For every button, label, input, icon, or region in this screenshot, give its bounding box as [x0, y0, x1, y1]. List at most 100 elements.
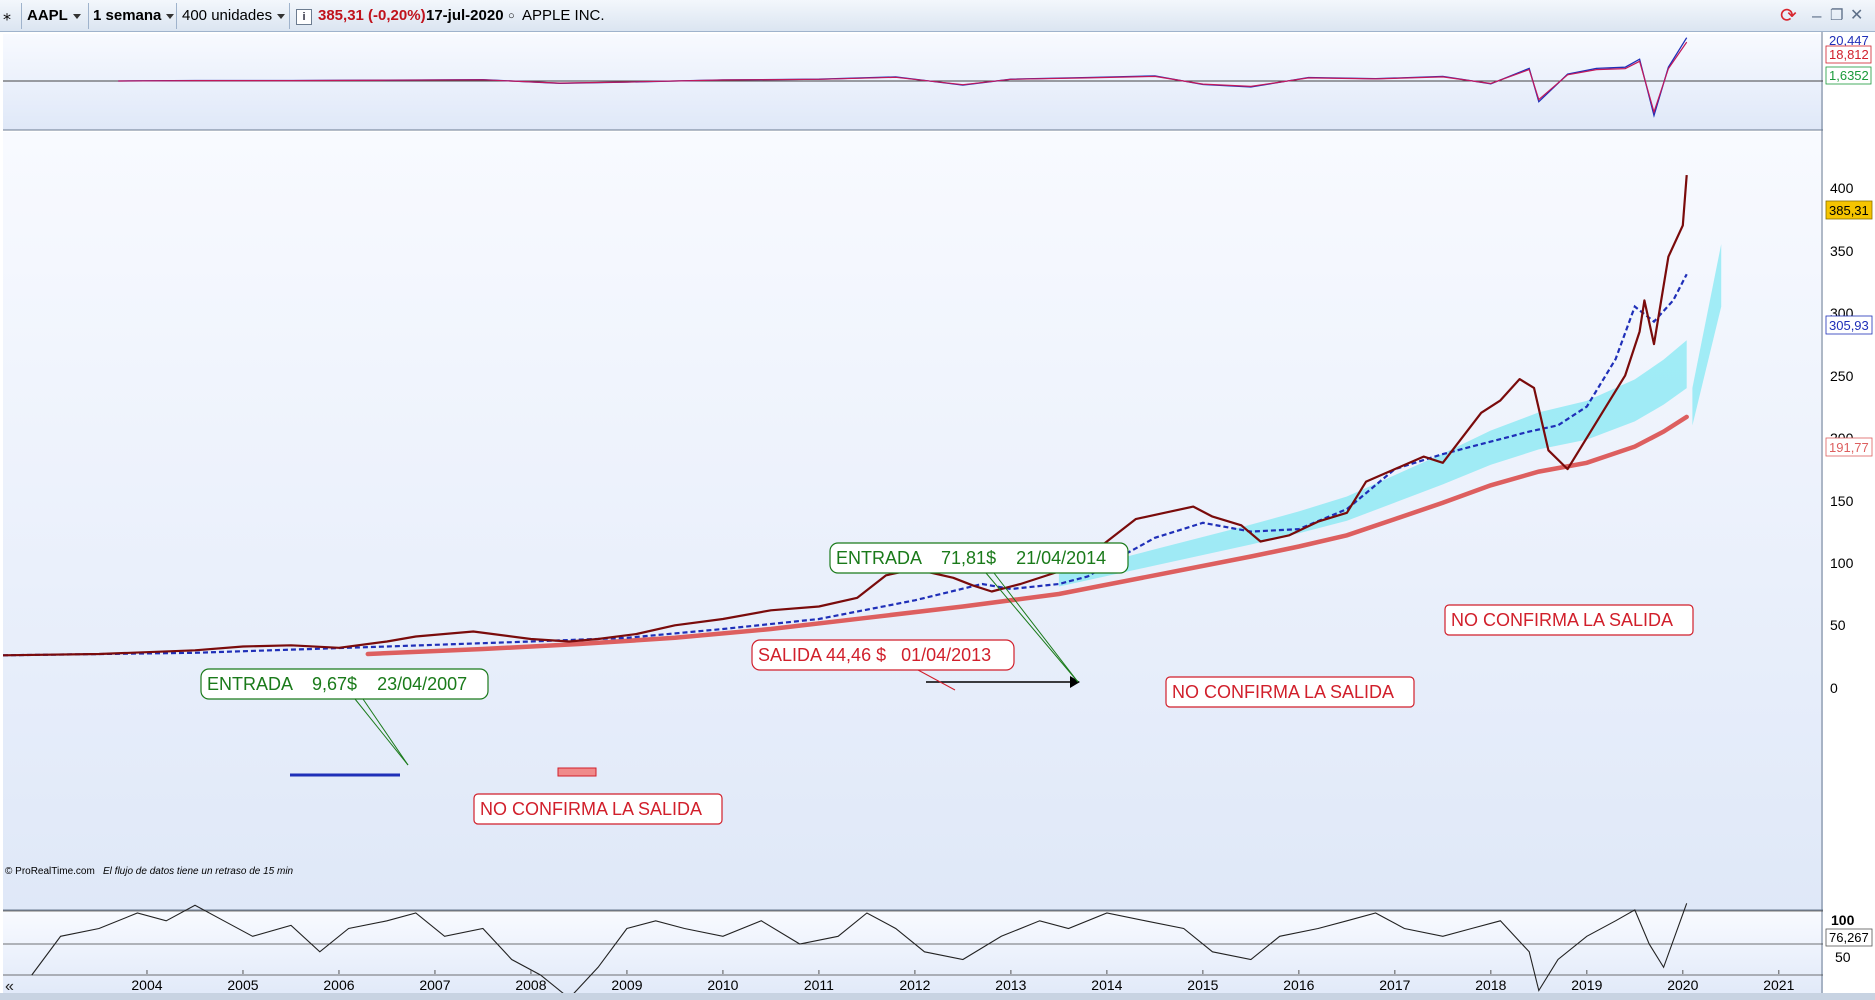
exit-marker-box — [557, 767, 597, 777]
series-layer — [2, 37, 1689, 1000]
data-delay-note: El flujo de datos tiene un retraso de 15… — [103, 866, 294, 877]
x-tick-label: 2017 — [1379, 977, 1410, 993]
timeframe-selector[interactable]: 1 semana — [93, 0, 175, 32]
x-tick-label: 2009 — [611, 977, 642, 993]
refresh-icon[interactable]: ⟳ — [1780, 5, 1797, 27]
annotations: ENTRADA 9,67$ 23/04/2007 NO CONFIRMA LA … — [200, 542, 1694, 825]
callout-pointer — [993, 572, 1079, 683]
arrow-head-icon — [1070, 676, 1080, 688]
toolbar-divider — [176, 3, 177, 29]
toolbar-divider — [289, 3, 290, 29]
chart-area: ENTRADA 9,67$ 23/04/2007 NO CONFIRMA LA … — [0, 32, 1875, 1000]
x-tick-label: 2021 — [1763, 977, 1794, 993]
units-label: 400 unidades — [182, 7, 273, 24]
scroll-left-icon[interactable]: « — [5, 978, 14, 995]
rsi-value-badge — [1825, 928, 1873, 947]
x-tick-label: 2007 — [419, 977, 450, 993]
signal-markers — [290, 676, 1080, 777]
no-exit-callout-box — [1165, 676, 1415, 708]
link-icon[interactable]: ⁎ — [3, 7, 11, 24]
macd-histogram-value: 1,6352 — [1829, 68, 1869, 83]
chevron-down-icon — [166, 13, 175, 19]
x-tick-label: 2019 — [1571, 977, 1602, 993]
callout-pointer — [985, 572, 1079, 683]
entry-callout-text: ENTRADA 71,81$ 21/04/2014 — [836, 548, 1106, 568]
ma-red-badge — [1825, 437, 1873, 457]
no-exit-callout-text: NO CONFIRMA LA SALIDA — [480, 799, 702, 819]
exit-callout-box — [751, 639, 1015, 671]
rsi-line — [31, 903, 1688, 1000]
x-axis: 2004 2005 2006 2007 2008 2009 2010 2011 2012 2013… — [131, 970, 1795, 993]
no-exit-callout-text: NO CONFIRMA LA SALIDA — [1451, 610, 1673, 630]
entry-callout-box — [200, 668, 489, 700]
bottom-scrollbar[interactable] — [0, 993, 1875, 1000]
rsi-value: 76,267 — [1829, 930, 1869, 945]
ma-red-line — [365, 414, 1689, 657]
x-tick-label: 2020 — [1667, 977, 1698, 993]
chevron-down-icon — [277, 13, 286, 19]
restore-icon[interactable]: ❐ — [1830, 7, 1844, 24]
price-tick: 150 — [1830, 493, 1854, 509]
x-tick-label: 2016 — [1283, 977, 1314, 993]
chevron-down-icon — [72, 13, 81, 19]
price-line — [2, 175, 1688, 657]
callout-pointer — [917, 669, 956, 691]
ma-blue-value: 305,93 — [1829, 318, 1869, 333]
price-tick: 250 — [1830, 368, 1854, 384]
price-tick: 350 — [1830, 243, 1854, 259]
exit-callout-text: SALIDA 44,46 $ 01/04/2013 — [758, 645, 991, 665]
ichimoku-cloud-projection — [1692, 244, 1722, 426]
x-tick-label: 2015 — [1187, 977, 1218, 993]
brand-note: © ProRealTime.com — [5, 866, 95, 877]
last-price-badge — [1825, 200, 1873, 220]
price-change: 385,31 (-0,20%) — [318, 7, 426, 24]
symbol-selector[interactable]: AAPL — [27, 0, 81, 32]
no-exit-callout-box — [473, 793, 723, 825]
callout-pointer — [362, 698, 409, 766]
x-tick-label: 2012 — [899, 977, 930, 993]
toolbar: ⁎ AAPL 1 semana 400 unidades i 385,31 (-… — [0, 0, 1875, 32]
symbol-label: AAPL — [27, 7, 68, 24]
price-tick: 0 — [1830, 680, 1838, 696]
no-exit-callout-text: NO CONFIRMA LA SALIDA — [1172, 682, 1394, 702]
x-tick-label: 2008 — [515, 977, 546, 993]
rsi-panel — [3, 912, 1823, 1000]
units-selector[interactable]: 400 unidades — [182, 0, 286, 32]
macd-signal-line — [118, 41, 1688, 115]
info-icon[interactable]: i — [296, 9, 312, 25]
x-tick-label: 2018 — [1475, 977, 1506, 993]
rsi-tick: 50 — [1835, 949, 1851, 965]
x-tick-label: 2011 — [804, 977, 834, 993]
ma-blue-line — [2, 273, 1688, 657]
timeframe-label: 1 semana — [93, 7, 162, 24]
rsi-tick: 100 — [1831, 912, 1855, 928]
circle-icon: ○ — [508, 10, 515, 22]
macd-panel — [3, 34, 1823, 130]
price-tick: 400 — [1830, 180, 1854, 196]
macd-signal-value: 18,812 — [1829, 47, 1869, 62]
macd-value-badge — [1826, 34, 1871, 47]
x-tick-label: 2004 — [131, 977, 162, 993]
x-tick-label: 2013 — [995, 977, 1026, 993]
macd-histogram-badge — [1825, 66, 1872, 85]
toolbar-divider — [88, 3, 89, 29]
entry-callout-text: ENTRADA 9,67$ 23/04/2007 — [207, 674, 467, 694]
price-tick: 50 — [1830, 617, 1846, 633]
macd-value: 20,447 — [1829, 33, 1869, 48]
instrument-name: APPLE INC. — [522, 7, 605, 24]
x-tick-label: 2006 — [323, 977, 354, 993]
entry-callout-box — [829, 542, 1129, 574]
x-tick-label: 2005 — [227, 977, 258, 993]
close-icon[interactable]: ✕ — [1850, 7, 1864, 24]
price-panel — [3, 132, 1823, 910]
quote-date: 17-jul-2020 — [426, 7, 504, 24]
callout-pointer — [354, 698, 409, 766]
x-tick-label: 2010 — [707, 977, 738, 993]
price-tick: 100 — [1830, 555, 1854, 571]
ma-red-value: 191,77 — [1829, 440, 1869, 455]
ma-blue-badge — [1825, 315, 1873, 335]
x-tick-label: 2014 — [1091, 977, 1122, 993]
macd-signal-badge — [1825, 45, 1872, 64]
no-exit-callout-box — [1444, 604, 1694, 636]
minimize-icon[interactable]: – — [1812, 6, 1822, 25]
